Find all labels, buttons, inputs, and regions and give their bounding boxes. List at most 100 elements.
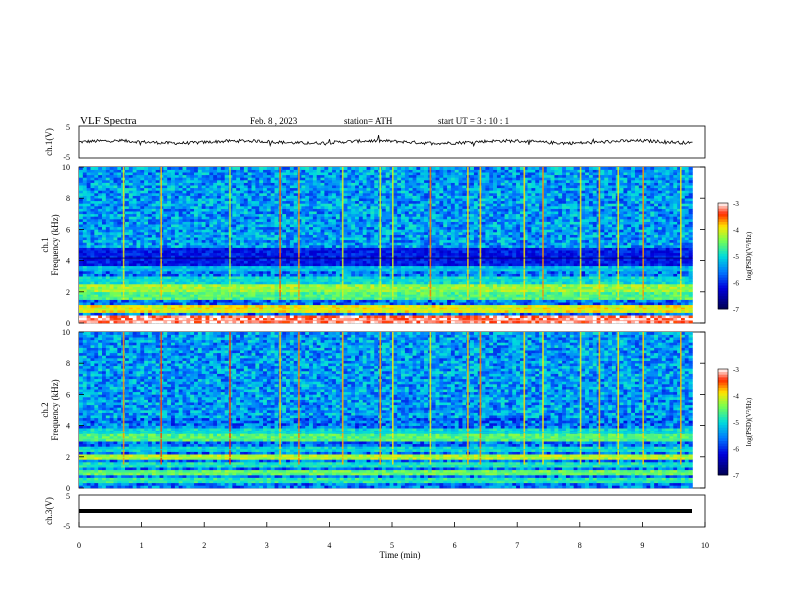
ch1-spectrogram-cell xyxy=(286,299,291,303)
ch1-spectrogram-cell xyxy=(155,250,160,254)
ch1-spectrogram-cell xyxy=(232,224,237,228)
ch1-spectrogram-cell xyxy=(167,190,172,194)
ch1-spectrogram-cell xyxy=(282,211,287,215)
ch1-spectrogram-cell xyxy=(171,172,176,176)
ch1-spectrogram-cell xyxy=(263,252,268,256)
ch1-spectrogram-cell xyxy=(209,294,214,298)
ch1-spectrogram-cell xyxy=(312,263,318,267)
ch1-spectrogram-cell xyxy=(220,219,225,222)
ch1-spectrogram-cell xyxy=(274,229,279,233)
ch1-spectrogram-cell xyxy=(385,263,390,267)
ch1-spectrogram-cell xyxy=(297,315,302,319)
ch1-spectrogram-cell xyxy=(128,182,133,186)
ch1-spectrogram-cell xyxy=(274,252,279,256)
ch1-spectrogram-cell xyxy=(125,216,130,220)
ch1-spectrogram-cell xyxy=(190,281,195,285)
ch1-spectrogram-cell xyxy=(324,239,329,243)
ch1-spectrogram-cell xyxy=(347,281,352,285)
ch1-spectrogram-cell xyxy=(251,247,256,251)
ch1-spectrogram-cell xyxy=(255,190,260,194)
ch1-spectrogram-cell xyxy=(255,299,260,303)
ch1-spectrogram-cell xyxy=(174,299,179,303)
ch1-spectrogram-cell xyxy=(240,177,245,181)
ch1-spectrogram-cell xyxy=(236,239,241,243)
ch1-spectrogram-cell xyxy=(128,239,133,243)
ch1-spectrogram-cell xyxy=(190,289,195,293)
ch1-spectrogram-cell xyxy=(335,255,341,259)
ch1-spectrogram-cell xyxy=(105,312,110,316)
ch1-spectrogram-cell xyxy=(190,182,195,186)
ch1-spectrogram-cell xyxy=(174,297,179,300)
ch1-spectrogram-cell xyxy=(178,224,183,228)
ch1-spectrogram-cell xyxy=(385,239,390,243)
ch1-spectrogram-cell xyxy=(259,237,264,241)
ch1-spectrogram-cell xyxy=(312,284,318,287)
ch1-spectrogram-cell xyxy=(148,268,153,272)
ch1-spectrogram-cell xyxy=(174,281,179,285)
ch1-spectrogram-cell xyxy=(312,268,318,272)
ch1-spectrogram-cell xyxy=(132,182,137,186)
ch1-spectrogram-cell xyxy=(309,221,314,225)
ch1-spectrogram-cell xyxy=(312,310,318,313)
ch1-spectrogram-cell xyxy=(94,320,99,324)
ch1-spectrogram-cell xyxy=(94,245,99,248)
ch1-spectrogram-cell xyxy=(389,294,394,298)
ch1-spectrogram-cell xyxy=(82,315,87,319)
ch1-spectrogram-cell xyxy=(186,245,191,248)
ch1-spectrogram-cell xyxy=(167,213,172,217)
ch1-spectrogram-cell xyxy=(236,219,241,222)
ch1-spectrogram-cell xyxy=(117,255,122,259)
ch1-spectrogram-cell xyxy=(301,250,306,254)
ch1-spectrogram-cell xyxy=(389,224,394,228)
ch1-spectrogram-cell xyxy=(151,211,156,215)
ch1-spectrogram-cell xyxy=(182,317,187,321)
ch1-spectrogram-cell xyxy=(274,224,279,228)
ch1-spectrogram-cell xyxy=(209,195,214,199)
ch1-spectrogram-cell xyxy=(98,247,103,251)
ch1-spectrogram-cell xyxy=(213,180,218,183)
ch1-spectrogram-cell xyxy=(205,312,210,316)
ch1-spectrogram-cell xyxy=(347,180,352,183)
ch1-spectrogram-cell xyxy=(320,297,325,300)
ch1-spectrogram-cell xyxy=(109,304,114,308)
ch1-spectrogram-cell xyxy=(385,208,390,212)
ch1-spectrogram-cell xyxy=(190,174,195,178)
ch1-spectrogram-cell xyxy=(82,226,87,230)
ch1-spectrogram-cell xyxy=(259,208,264,212)
ch1-spectrogram-cell xyxy=(140,315,145,319)
ch1-spectrogram-cell xyxy=(182,289,187,293)
ch1-spectrogram-cell xyxy=(324,174,329,178)
ch1-spectrogram-cell xyxy=(190,226,195,230)
ch1-spectrogram-cell xyxy=(251,294,256,298)
ch1-spectrogram-cell xyxy=(320,174,325,178)
ch1-spectrogram-cell xyxy=(351,234,356,238)
ch1-spectrogram-cell xyxy=(171,177,176,181)
ch1-spectrogram-cell xyxy=(282,232,287,235)
ch1-spectrogram-cell xyxy=(282,237,287,241)
ch1-spectrogram-cell xyxy=(282,315,287,319)
ch1-spectrogram-cell xyxy=(370,294,375,298)
ch1-spectrogram-cell xyxy=(335,226,341,230)
ch1-spectrogram-cell xyxy=(259,182,264,186)
ch1-spectrogram-cell xyxy=(301,229,306,233)
ch1-spectrogram-cell xyxy=(355,250,360,254)
ch1-spectrogram-cell xyxy=(144,167,149,170)
ch1-spectrogram-cell xyxy=(259,187,264,191)
ch1-spectrogram-cell xyxy=(251,195,256,199)
ch1-spectrogram-cell xyxy=(209,208,214,212)
ch1-spectrogram-cell xyxy=(324,234,329,238)
ch1-spectrogram-cell xyxy=(121,304,126,308)
ch1-spectrogram-cell xyxy=(385,203,390,207)
ch1-spectrogram-cell xyxy=(259,320,264,324)
ch1-spectrogram-cell xyxy=(209,211,214,215)
ch1-spectrogram-cell xyxy=(79,213,84,217)
ch1-spectrogram-cell xyxy=(274,263,279,267)
ch1-spectrogram-cell xyxy=(197,167,202,170)
ch1-spectrogram-cell xyxy=(374,200,379,204)
ch1-spectrogram-cell xyxy=(263,203,268,207)
ch1-spectrogram-cell xyxy=(255,273,260,277)
ch1-spectrogram-cell xyxy=(132,271,137,274)
ch1-spectrogram-cell xyxy=(274,206,279,209)
ch1-spectrogram-cell xyxy=(144,195,149,199)
ch1-spectrogram-cell xyxy=(293,273,298,277)
